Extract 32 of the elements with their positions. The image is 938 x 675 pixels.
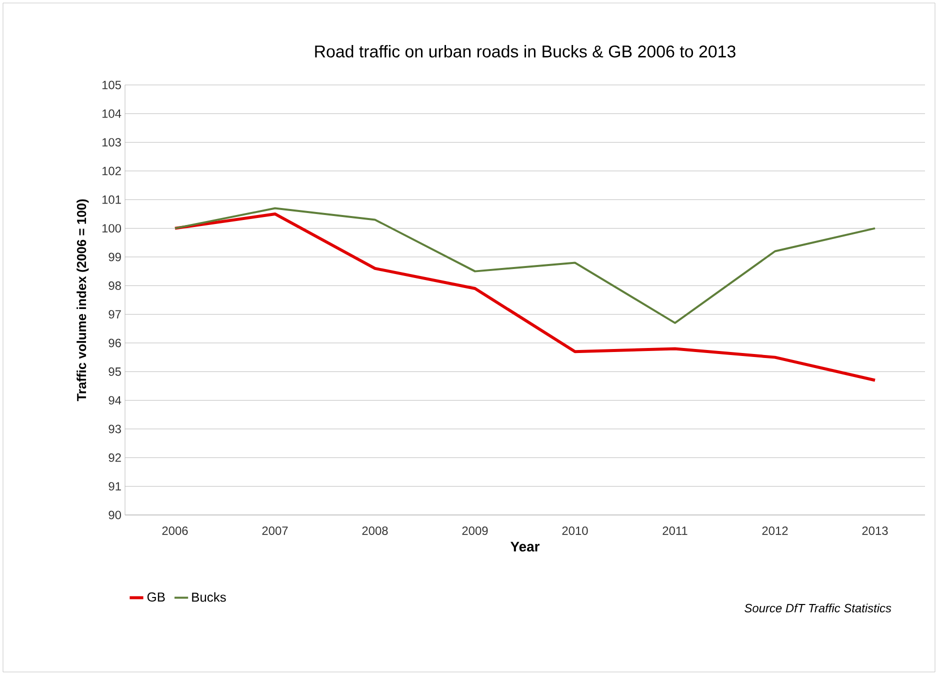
y-tick-label: 92 [108, 453, 121, 462]
legend-label: GB [147, 592, 165, 602]
y-tick-label: 101 [102, 195, 121, 204]
y-tick-label: 105 [102, 80, 121, 90]
y-tick-label: 103 [102, 138, 121, 147]
source-note: Source DfT Traffic Statistics [744, 604, 892, 612]
y-tick-label: 90 [108, 510, 122, 520]
line-series [174, 207, 876, 324]
y-tick-label: 93 [108, 424, 121, 434]
x-tick-label: 2010 [562, 526, 588, 535]
y-tick-label: 102 [102, 166, 121, 176]
x-tick-label: 2009 [462, 526, 488, 535]
y-tick-label: 100 [102, 224, 122, 233]
y-tick-label: 98 [108, 281, 121, 290]
x-tick-label: 2007 [262, 526, 288, 535]
chart-title: Road traffic on urban roads in Bucks & GB 2006 to 2013 [315, 45, 736, 58]
y-tick-label: 95 [108, 367, 121, 376]
y-tick-label: 97 [108, 310, 121, 319]
y-tick-label: 91 [108, 482, 121, 491]
legend-label: Bucks [192, 592, 226, 602]
x-tick-label: 2011 [662, 526, 688, 535]
y-tick-label: 104 [102, 109, 122, 118]
y-axis-title: Traffic volume index (2006 = 100) [76, 199, 89, 402]
x-tick-label: 2008 [362, 526, 388, 535]
x-tick-label: 2006 [162, 526, 188, 535]
x-axis-title: Year [510, 542, 540, 552]
x-tick-label: 2013 [862, 526, 888, 535]
x-tick-label: 2012 [762, 526, 788, 535]
y-tick-label: 94 [108, 396, 122, 405]
line-series [174, 212, 876, 382]
y-tick-label: 96 [108, 338, 121, 348]
y-tick-label: 99 [108, 252, 121, 262]
